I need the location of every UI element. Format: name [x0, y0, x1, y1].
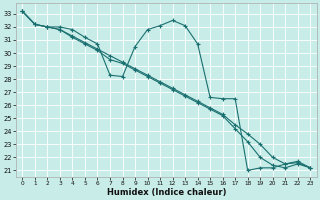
- X-axis label: Humidex (Indice chaleur): Humidex (Indice chaleur): [107, 188, 226, 197]
